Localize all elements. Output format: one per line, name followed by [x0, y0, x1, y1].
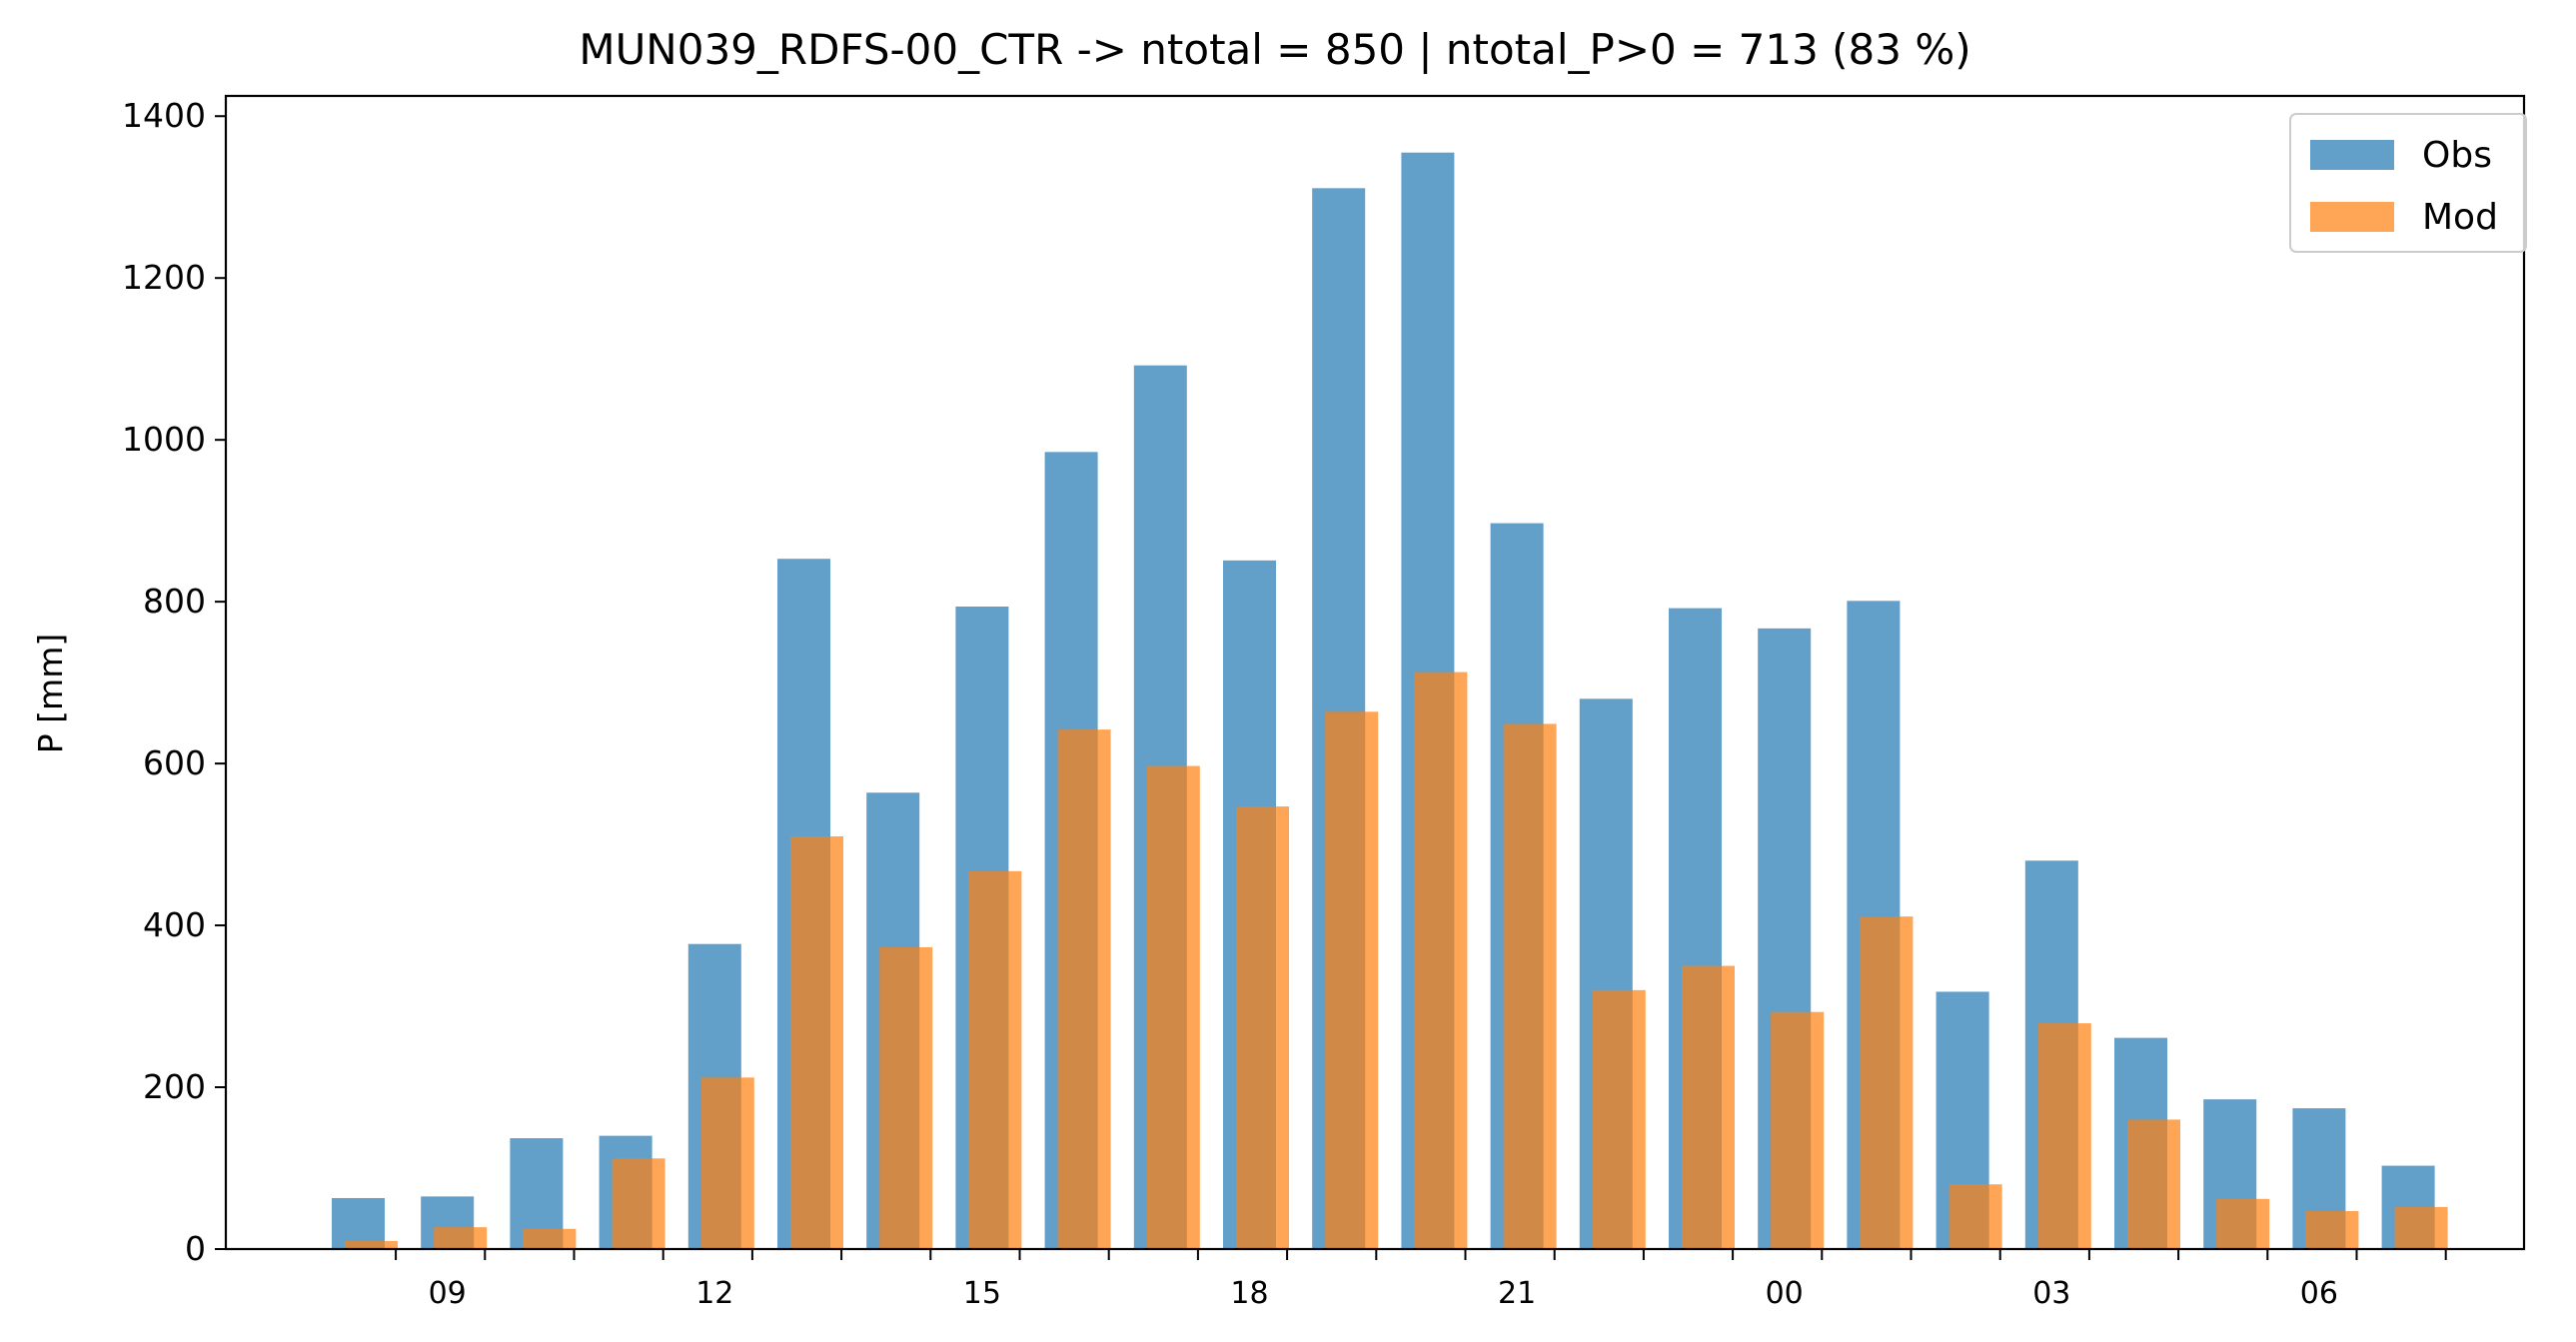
y-axis-label: P [mm] [31, 634, 70, 753]
bar-mod-03 [2037, 1023, 2091, 1249]
x-tick-label: 18 [1230, 1276, 1268, 1311]
legend-swatch-mod [2310, 202, 2394, 232]
bar-mod-08 [345, 1240, 398, 1249]
bar-mod-16 [1057, 729, 1111, 1249]
bar-mod-04 [2127, 1119, 2180, 1249]
y-tick-label: 0 [185, 1229, 206, 1268]
legend: Obs Mod [2289, 113, 2527, 253]
y-tick-label: 600 [143, 743, 206, 782]
bar-mod-21 [1503, 723, 1557, 1249]
bars-layer [332, 152, 2448, 1249]
bar-mod-20 [1414, 671, 1468, 1249]
bar-mod-02 [1948, 1184, 2002, 1249]
bar-mod-00 [1771, 1011, 1825, 1249]
x-tick-label: 21 [1498, 1276, 1536, 1311]
bar-mod-18 [1236, 806, 1289, 1249]
x-tick-label: 12 [695, 1276, 733, 1311]
x-tick-label: 06 [2300, 1276, 2338, 1311]
x-tick-label: 09 [429, 1276, 467, 1311]
legend-label-mod: Mod [2422, 197, 2498, 238]
bar-mod-15 [968, 870, 1022, 1249]
y-tick-label: 400 [143, 905, 206, 944]
bar-mod-12 [700, 1077, 754, 1249]
bar-mod-17 [1146, 765, 1200, 1249]
bar-mod-10 [523, 1228, 577, 1249]
bar-mod-07 [2394, 1206, 2448, 1249]
bar-mod-19 [1325, 711, 1379, 1249]
y-tick-label: 1200 [122, 258, 206, 297]
legend-label-obs: Obs [2422, 135, 2492, 176]
x-tick-label: 00 [1766, 1276, 1804, 1311]
bar-mod-11 [612, 1158, 665, 1249]
bar-mod-22 [1592, 989, 1646, 1249]
y-tick-label: 1400 [122, 96, 206, 135]
bar-mod-05 [2216, 1198, 2270, 1249]
bar-mod-13 [790, 835, 843, 1249]
y-tick-label: 200 [143, 1067, 206, 1106]
bar-mod-09 [434, 1227, 488, 1249]
y-tick-label: 1000 [122, 420, 206, 459]
plot-frame [224, 94, 2526, 1251]
chart-title: MUN039_RDFS-00_CTR -> ntotal = 850 | nto… [579, 25, 1970, 74]
bar-mod-06 [2305, 1210, 2359, 1249]
bar-obs-08 [332, 1197, 385, 1249]
legend-swatch-obs [2310, 140, 2394, 170]
x-tick-label: 03 [2032, 1276, 2070, 1311]
bar-mod-01 [1860, 916, 1914, 1249]
x-tick-label: 15 [963, 1276, 1001, 1311]
bar-mod-23 [1682, 965, 1735, 1249]
y-tick-label: 800 [143, 582, 206, 621]
axes-layer: 0 200 400 600 800 1000 1200 1400 09 12 15 18 21 00 03 0… [122, 94, 2526, 1311]
bar-mod-14 [879, 946, 933, 1249]
